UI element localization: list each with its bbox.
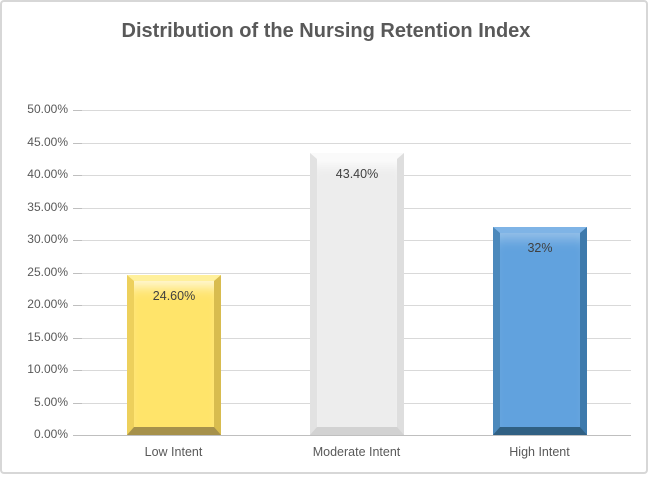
x-axis-label-high-intent: High Intent xyxy=(509,445,570,459)
x-axis-label-moderate-intent: Moderate Intent xyxy=(312,445,401,459)
y-axis-label: 40.00% xyxy=(27,167,68,181)
y-axis-label: 45.00% xyxy=(27,135,68,149)
y-axis-tick xyxy=(73,110,82,111)
y-axis-tick xyxy=(73,435,82,436)
y-axis-tick xyxy=(73,240,82,241)
y-axis-label: 25.00% xyxy=(27,265,68,279)
y-axis-label: 10.00% xyxy=(27,362,68,376)
x-axis-label-low-intent: Low Intent xyxy=(144,445,203,459)
bar-data-label-high-intent: 32% xyxy=(527,241,553,255)
bar-data-label-low-intent: 24.60% xyxy=(152,289,196,303)
bar-moderate-intent: 43.40% xyxy=(310,153,404,435)
y-axis-tick xyxy=(73,208,82,209)
y-axis-label: 5.00% xyxy=(33,395,68,409)
y-axis-tick xyxy=(73,143,82,144)
gridline xyxy=(82,143,631,144)
y-axis-tick xyxy=(73,305,82,306)
chart-title: Distribution of the Nursing Retention In… xyxy=(121,20,531,42)
y-axis-label: 20.00% xyxy=(27,297,68,311)
bar-low-intent: 24.60% xyxy=(127,275,221,435)
bar-data-label-moderate-intent: 43.40% xyxy=(335,167,379,181)
bar-high-intent: 32% xyxy=(493,227,587,435)
y-axis-label: 30.00% xyxy=(27,232,68,246)
y-axis-label: 35.00% xyxy=(27,200,68,214)
y-axis-tick xyxy=(73,338,82,339)
x-axis-line xyxy=(82,435,631,436)
y-axis-label: 50.00% xyxy=(27,102,68,116)
gridline xyxy=(82,110,631,111)
y-axis-tick xyxy=(73,403,82,404)
y-axis-tick xyxy=(73,273,82,274)
y-axis-label: 0.00% xyxy=(33,427,68,441)
y-axis-tick xyxy=(73,175,82,176)
y-axis-tick xyxy=(73,370,82,371)
y-axis-label: 15.00% xyxy=(27,330,68,344)
